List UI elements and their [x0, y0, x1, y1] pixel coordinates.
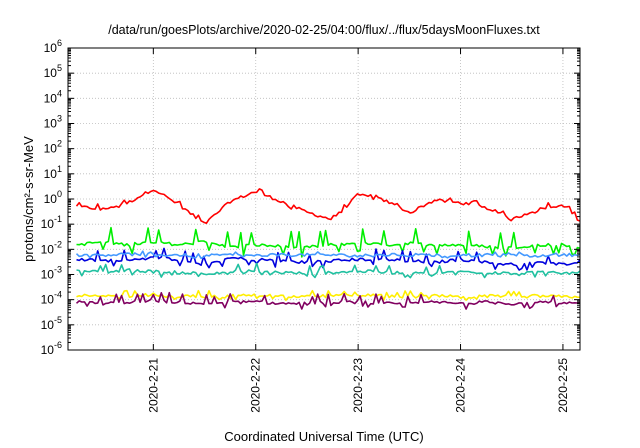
series-line	[76, 262, 581, 279]
y-tick-label: 10-3	[41, 265, 62, 282]
tick-marks	[68, 47, 580, 351]
y-tick-label: 104	[44, 88, 62, 105]
y-tick-label: 10-6	[41, 340, 62, 357]
x-axis-label: Coordinated Universal Time (UTC)	[224, 429, 423, 444]
series-line	[76, 226, 581, 258]
x-tick-label: 2020-2-25	[556, 358, 570, 413]
series-line	[75, 291, 581, 310]
x-tick-label: 2020-2-22	[249, 358, 263, 413]
grid-lines	[68, 48, 580, 350]
y-tick-label: 101	[44, 164, 62, 181]
series-line	[75, 250, 581, 260]
y-tick-label: 10-2	[41, 239, 62, 256]
x-tick-labels: 2020-2-21 2020-2-22 2020-2-23 2020-2-24 2020…	[146, 358, 570, 413]
x-tick-label: 2020-2-24	[454, 358, 468, 413]
series-line	[75, 188, 581, 225]
y-tick-label: 10-4	[41, 290, 62, 307]
y-tick-label: 106	[44, 38, 62, 55]
x-tick-label: 2020-2-21	[146, 358, 160, 413]
y-tick-label: 10-5	[41, 315, 62, 332]
series-layer	[75, 188, 581, 310]
y-tick-label: 102	[44, 139, 62, 156]
series-line	[76, 247, 581, 271]
y-tick-label: 10-1	[41, 214, 62, 231]
y-axis-label: protons/cm²-s-sr-MeV	[21, 136, 36, 262]
x-tick-label: 2020-2-23	[351, 358, 365, 413]
y-tick-label: 100	[44, 189, 62, 206]
y-tick-label: 105	[44, 63, 62, 80]
y-tick-labels: 10-6 10-5 10-4 10-3 10-2 10-1 100 101 102 103 104 1…	[41, 38, 62, 357]
y-tick-label: 103	[44, 114, 62, 131]
chart-title: /data/run/goesPlots/archive/2020-02-25/0…	[108, 23, 540, 37]
